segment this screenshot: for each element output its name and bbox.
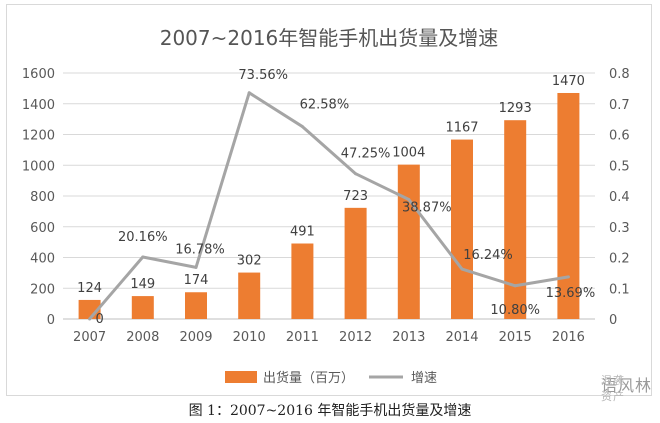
watermark-sub: 混袭资产	[600, 374, 625, 403]
y-left-tick-label: 1600	[22, 67, 55, 82]
line-value-label: 38.87%	[402, 200, 452, 215]
y-right-tick-label: 0.7	[609, 98, 630, 113]
y-right-tick-label: 0.6	[609, 129, 630, 144]
y-left-tick-label: 400	[30, 252, 55, 267]
y-right-tick-label: 0.2	[609, 252, 630, 267]
watermark: 混袭资产 语风林	[600, 372, 652, 403]
x-tick-label: 2014	[445, 330, 478, 345]
line-series	[88, 91, 570, 321]
bar-value-label: 1470	[552, 74, 585, 89]
bar-value-label: 302	[237, 254, 262, 269]
bar-value-label: 1167	[445, 121, 478, 136]
y-right-tick-label: 0	[609, 313, 617, 328]
line-point	[513, 284, 517, 288]
x-axis: 2007 2008 2009 2010 2011 2012 2013 2014 2015 2016	[73, 330, 585, 345]
line-value-label: 20.16%	[118, 230, 168, 245]
y-left-tick-label: 1000	[22, 159, 55, 174]
line-value-label: 62.58%	[300, 98, 350, 113]
x-tick-label: 2016	[552, 330, 585, 345]
bar-value-label: 1004	[392, 146, 425, 161]
y-right-tick-label: 0.8	[609, 67, 630, 82]
x-tick-label: 2009	[179, 330, 212, 345]
line-point	[407, 197, 411, 201]
bar-value-label: 1293	[499, 101, 532, 116]
bar	[185, 292, 207, 319]
data-labels: 124 149 174 302 491 723 1004 1167 1293 1470 0 20.16…	[77, 68, 595, 327]
y-left-tick-label: 200	[30, 282, 55, 297]
legend-label-bar: 出货量（百万）	[263, 370, 354, 386]
x-tick-label: 2010	[233, 330, 266, 345]
line-point	[354, 172, 358, 176]
line-value-label: 73.56%	[238, 68, 288, 83]
y-axis-left: 0 200 400 600 800 1000 1200 1400 1600	[22, 67, 55, 328]
bar	[291, 243, 314, 319]
y-right-tick-label: 0.3	[609, 221, 630, 236]
y-right-tick-label: 0.1	[609, 282, 630, 297]
y-left-tick-label: 1200	[22, 129, 55, 144]
chart-frame: 2007~2016年智能手机出货量及增速 124 149 174 302 491 723 1…	[6, 4, 652, 396]
x-tick-label: 2008	[126, 330, 159, 345]
line-point	[194, 265, 198, 269]
line-value-label: 47.25%	[341, 147, 391, 162]
bar	[238, 272, 261, 319]
line-value-label: 10.80%	[490, 303, 540, 318]
x-tick-label: 2015	[499, 330, 532, 345]
bar	[557, 92, 580, 319]
line-point	[88, 317, 92, 321]
figure-caption: 图 1：2007~2016 年智能手机出货量及增速	[188, 403, 472, 419]
y-left-tick-label: 600	[30, 221, 55, 236]
bar-value-label: 149	[130, 277, 155, 292]
chart-title: 2007~2016年智能手机出货量及增速	[160, 26, 499, 50]
line-point	[460, 267, 464, 271]
y-right-tick-label: 0.5	[609, 159, 630, 174]
bar-value-label: 723	[343, 189, 368, 204]
x-tick-label: 2011	[286, 330, 319, 345]
y-right-tick-label: 0.4	[609, 190, 630, 205]
line-point	[141, 255, 145, 259]
line-value-label: 16.78%	[175, 242, 225, 257]
line-point	[247, 91, 251, 95]
bar	[131, 296, 154, 319]
bar	[451, 139, 473, 319]
line-point	[566, 275, 570, 279]
y-left-tick-label: 800	[30, 190, 55, 205]
bar-value-label: 124	[77, 281, 102, 296]
x-tick-label: 2012	[339, 330, 372, 345]
bar-value-label: 174	[184, 273, 209, 288]
bar-value-label: 491	[290, 225, 315, 240]
line-value-label: 16.24%	[463, 248, 513, 263]
x-tick-label: 2013	[392, 330, 425, 345]
bar	[344, 207, 367, 319]
legend: 出货量（百万） 增速	[225, 370, 437, 386]
chart-svg: 2007~2016年智能手机出货量及增速 124 149 1743024917231…	[22, 26, 630, 386]
line-point	[300, 125, 304, 129]
y-left-tick-label: 0	[47, 313, 55, 328]
line-value-label: 0	[95, 312, 103, 327]
legend-swatch-bar	[225, 371, 257, 383]
growth-line	[88, 91, 569, 320]
legend-label-line: 增速	[411, 371, 437, 386]
bar	[397, 164, 420, 319]
bar-series	[78, 92, 580, 319]
y-axis-right: 0 0.1 0.2 0.3 0.4 0.5 0.6 0.7 0.8	[609, 67, 630, 328]
bar	[504, 120, 527, 319]
y-left-tick-label: 1400	[22, 98, 55, 113]
line-value-label: 13.69%	[546, 286, 596, 301]
watermark-main: 语风林	[600, 376, 652, 395]
x-tick-label: 2007	[73, 330, 106, 345]
